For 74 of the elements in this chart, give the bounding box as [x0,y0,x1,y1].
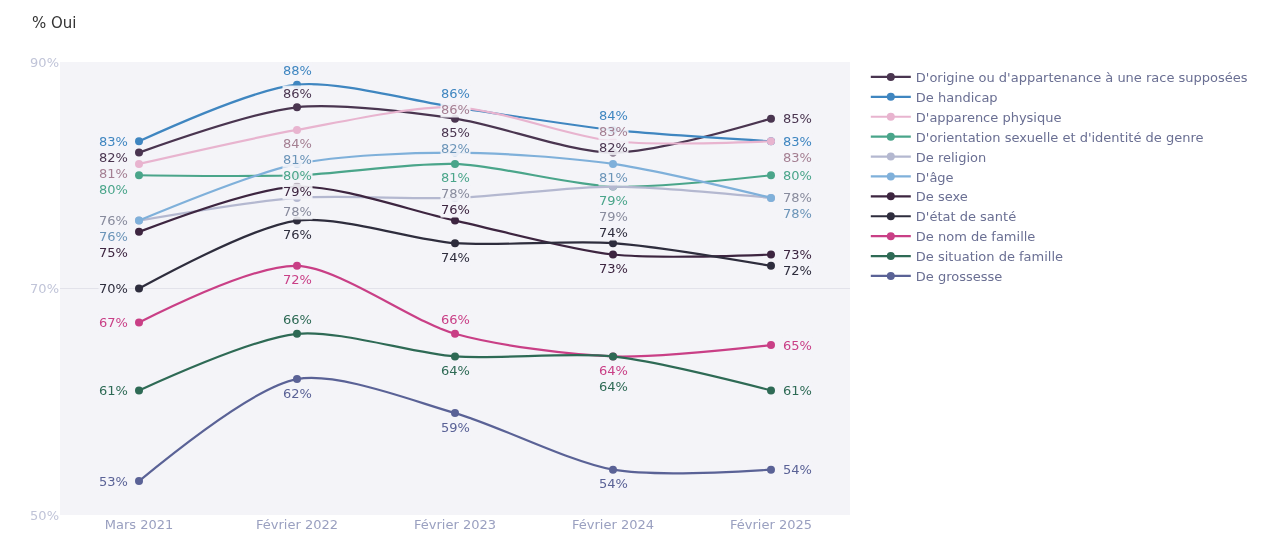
data-label: 79% [599,209,628,224]
data-label: 86% [283,86,312,101]
data-label: 78% [783,206,812,221]
data-label: 74% [599,225,628,240]
data-label: 61% [99,383,128,398]
data-label: 85% [441,125,470,140]
legend-label: De handicap [915,89,998,105]
data-label: 83% [99,134,128,149]
data-label: 54% [599,476,628,491]
x-tick-label: Mars 2021 [104,517,174,532]
data-label: 76% [283,227,312,242]
data-label: 79% [283,184,312,199]
data-label: 75% [99,245,128,260]
data-label: 76% [99,213,128,228]
y-axis-title: % Oui [32,14,77,32]
legend-label: D'âge [915,169,954,185]
data-label: 88% [283,63,312,78]
data-label: 81% [599,170,628,185]
data-label: 80% [783,168,812,183]
data-label: 80% [99,182,128,197]
data-label: 54% [783,462,812,477]
x-tick-label: Février 2023 [414,517,496,532]
x-tick-label: Février 2025 [730,517,812,532]
data-label: 78% [783,190,812,205]
data-label: 78% [283,204,312,219]
x-tick-label: Février 2024 [572,517,654,532]
data-label: 82% [599,140,628,155]
data-label: 72% [783,263,812,278]
legend-label: D'apparence physique [915,109,1062,125]
data-label: 64% [599,363,628,378]
data-label: 76% [99,229,128,244]
data-label: 81% [99,166,128,181]
legend-label: D'origine ou d'appartenance à une race supposées [915,70,1248,86]
legend-label: De religion [915,149,987,165]
data-label: 86% [441,86,470,101]
legend-label: D'orientation sexuelle et d'identité de genre [915,129,1204,145]
data-label: 83% [599,124,628,139]
data-label: 65% [783,338,812,353]
data-label: 72% [283,272,312,287]
data-label: 64% [441,363,470,378]
legend-label: De situation de famille [915,249,1064,265]
data-label: 73% [783,247,812,262]
data-label: 85% [783,111,812,126]
legend-label: De sexe [915,189,968,205]
data-label: 83% [783,150,812,165]
data-label: 66% [441,312,470,327]
data-label: 86% [441,102,470,117]
x-tick-label: Février 2022 [256,517,338,532]
data-label: 64% [599,379,628,394]
data-label: 53% [99,474,128,489]
data-label: 61% [783,383,812,398]
data-label: 84% [599,108,628,123]
data-label: 76% [441,202,470,217]
data-label: 81% [283,152,312,167]
data-label: 73% [599,261,628,276]
y-tick-label: 90% [30,54,59,70]
legend-label: D'état de santé [915,209,1017,225]
data-label: 66% [283,312,312,327]
data-label: 67% [99,315,128,330]
data-label: 70% [99,281,128,296]
data-label: 78% [441,186,470,201]
data-label: 83% [783,134,812,149]
data-label: 79% [599,193,628,208]
y-tick-label: 70% [30,281,59,297]
y-tick-label: 50% [30,507,59,523]
legend-label: De nom de famille [915,229,1036,245]
data-label: 84% [283,136,312,151]
data-label: 82% [441,141,470,156]
data-label: 62% [283,386,312,401]
data-label: 82% [99,150,128,165]
data-label: 81% [441,170,470,185]
data-label: 59% [441,420,470,435]
legend-label: De grossesse [915,269,1003,285]
data-label: 74% [441,250,470,265]
